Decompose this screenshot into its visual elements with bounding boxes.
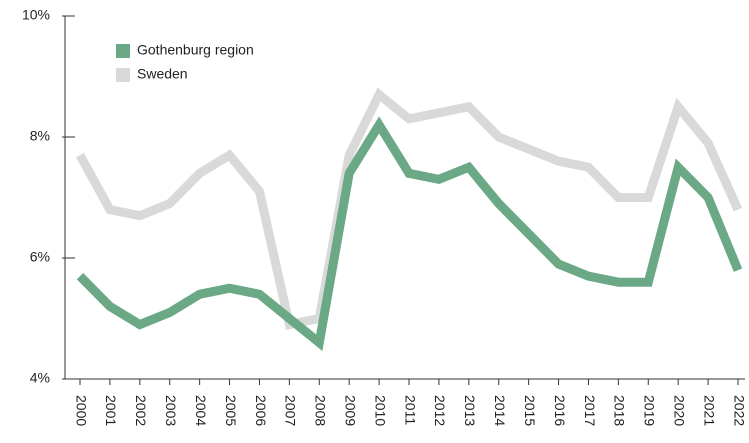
y-tick-label: 10% xyxy=(22,7,50,23)
legend-label: Gothenburg region xyxy=(137,42,254,58)
x-tick-label: 2004 xyxy=(193,395,209,426)
x-tick-label: 2013 xyxy=(462,395,478,426)
x-tick-label: 2007 xyxy=(283,395,299,426)
line-series xyxy=(76,87,743,330)
x-tick-label: 2001 xyxy=(103,395,119,426)
x-tick-label: 2017 xyxy=(582,395,598,426)
x-tick-label: 2014 xyxy=(492,395,508,426)
x-tick-label: 2000 xyxy=(73,395,89,426)
x-tick-label: 2022 xyxy=(731,395,747,426)
x-tick-label: 2009 xyxy=(342,395,358,426)
x-tick-label: 2019 xyxy=(642,395,658,426)
x-tick-label: 2012 xyxy=(432,395,448,426)
x-tick-label: 2020 xyxy=(671,395,687,426)
x-tick-label: 2008 xyxy=(313,395,329,426)
legend-label: Sweden xyxy=(137,66,188,82)
x-tick-label: 2010 xyxy=(372,395,388,426)
legend-swatch xyxy=(116,68,130,82)
y-tick-label: 4% xyxy=(30,370,50,386)
x-tick-label: 2011 xyxy=(402,395,418,425)
x-tick-label: 2015 xyxy=(522,395,538,426)
legend-swatch xyxy=(116,44,130,58)
x-tick-label: 2002 xyxy=(133,395,149,426)
x-tick-label: 2016 xyxy=(552,395,568,426)
line-series xyxy=(76,116,743,352)
x-tick-label: 2003 xyxy=(163,395,179,426)
x-tick-label: 2006 xyxy=(253,395,269,426)
y-tick-label: 8% xyxy=(30,128,50,144)
x-tick-label: 2018 xyxy=(612,395,628,426)
y-tick-label: 6% xyxy=(30,249,50,265)
x-tick-label: 2005 xyxy=(223,395,239,426)
x-tick-label: 2021 xyxy=(701,395,717,426)
